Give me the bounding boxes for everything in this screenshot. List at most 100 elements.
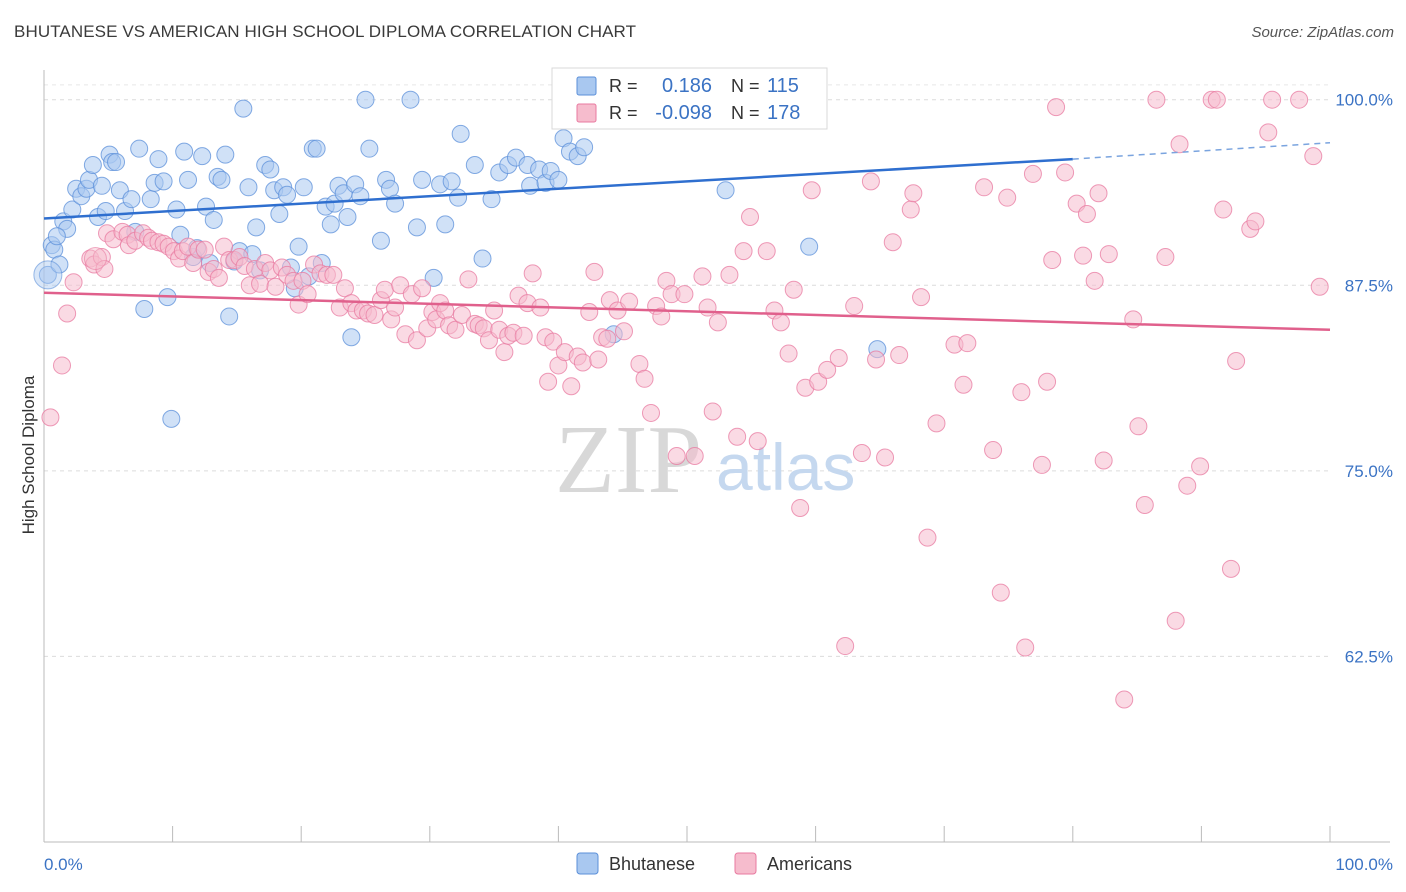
bhutanese-point-0 (38, 265, 57, 284)
americans-point-168 (1085, 271, 1104, 290)
x-tick-labels: 0.0% 100.0% (44, 855, 1393, 874)
bhutanese-point-100 (549, 170, 568, 189)
americans-point-1 (53, 356, 72, 375)
americans-point-50 (324, 265, 343, 284)
legend-label-0: Bhutanese (609, 854, 695, 874)
americans-point-139 (852, 444, 871, 463)
bhutanese-point-56 (278, 185, 297, 204)
bhutanese-point-41 (212, 170, 231, 189)
americans-point-179 (1170, 135, 1189, 154)
bhutanese-point-13 (92, 176, 111, 195)
bhutanese-point-80 (401, 90, 420, 109)
americans-point-73 (446, 320, 465, 339)
americans-point-98 (580, 302, 599, 321)
americans-point-164 (1056, 163, 1075, 182)
americans-point-143 (883, 233, 902, 252)
americans-point-188 (1246, 212, 1265, 231)
americans-point-91 (539, 372, 558, 391)
y-tick-label-1: 87.5% (1345, 276, 1393, 295)
bhutanese-point-36 (193, 147, 212, 166)
americans-point-111 (652, 307, 671, 326)
americans-point-121 (720, 265, 739, 284)
americans-point-3 (64, 273, 83, 292)
y-tick-label-3: 62.5% (1345, 647, 1393, 666)
bhutanese-point-large (33, 260, 63, 290)
americans-point-180 (1178, 476, 1197, 495)
bhutanese-point-3 (50, 255, 69, 274)
americans-point-40 (266, 277, 285, 296)
americans-point-140 (861, 172, 880, 191)
americans-point-144 (890, 346, 909, 365)
bhutanese-point-60 (294, 178, 313, 197)
americans-point-170 (1094, 451, 1113, 470)
trend-lines (43, 141, 1331, 332)
americans-point-92 (544, 332, 563, 351)
americans-point-131 (791, 498, 810, 517)
stats-r-value-0: 0.186 (662, 75, 712, 97)
americans-point-159 (1023, 164, 1042, 183)
americans-point-large (83, 247, 107, 271)
bhutanese-point-47 (239, 178, 258, 197)
americans-point-141 (867, 350, 886, 369)
stats-n-label-1: N = (731, 103, 760, 123)
americans-point-167 (1077, 205, 1096, 224)
americans-point-123 (734, 242, 753, 261)
americans-point-115 (675, 285, 694, 304)
y-tick-label-0: 100.0% (1335, 91, 1393, 110)
americans-point-114 (667, 447, 686, 465)
americans-point-117 (693, 267, 712, 286)
stats-legend: R = 0.186 N = 115 R = -0.098 N = 178 (551, 67, 828, 130)
stats-r-label-1: R = (609, 103, 638, 123)
americans-point-166 (1074, 246, 1093, 265)
bhutanese-point-82 (413, 170, 432, 189)
americans-point-171 (1099, 245, 1118, 264)
bhutanese-point-76 (371, 231, 390, 250)
americans-point-162 (1043, 251, 1062, 270)
americans-point-178 (1166, 611, 1185, 630)
bhutanese-point-71 (342, 328, 361, 347)
x-tick-label-1: 100.0% (1335, 855, 1393, 874)
bhutanese-trend-extension (1072, 141, 1331, 160)
stats-n-value-1: 178 (767, 102, 800, 124)
americans-point-189 (1259, 123, 1278, 142)
bhutanese-point-104 (575, 138, 594, 157)
stats-swatch-1 (576, 103, 597, 123)
americans-point-86 (514, 326, 533, 345)
americans-point-169 (1089, 184, 1108, 203)
bhutanese-point-90 (473, 249, 492, 268)
americans-point-46 (298, 285, 317, 304)
chart-title: BHUTANESE VS AMERICAN HIGH SCHOOL DIPLOM… (14, 22, 637, 41)
americans-point-116 (685, 447, 704, 465)
americans-point-75 (459, 270, 478, 289)
bhutanese-point-39 (204, 210, 223, 229)
americans-point-146 (904, 184, 923, 203)
bhutanese-point-54 (270, 205, 289, 224)
americans-point-163 (1047, 98, 1066, 117)
americans-point-193 (1310, 277, 1329, 296)
americans-point-119 (703, 402, 722, 421)
americans-point-95 (562, 377, 581, 396)
bhutanese-point-52 (261, 160, 280, 179)
bhutanese-point-46 (234, 99, 253, 118)
americans-point-122 (728, 427, 747, 446)
stats-r-label-0: R = (609, 76, 638, 96)
americans-point-118 (698, 298, 717, 317)
americans-point-138 (845, 297, 864, 316)
americans-point-181 (1191, 457, 1210, 476)
bhutanese-point-85 (436, 215, 455, 234)
stats-n-value-0: 115 (767, 75, 799, 97)
americans-point-136 (829, 349, 848, 368)
americans-point-160 (1032, 455, 1051, 474)
americans-point-105 (614, 322, 633, 341)
americans-point-52 (335, 279, 354, 298)
americans-point-183 (1207, 90, 1226, 109)
americans-point-128 (771, 313, 790, 332)
americans-point-148 (918, 528, 937, 547)
legend-swatch-1 (734, 852, 757, 875)
americans-point-154 (984, 441, 1003, 460)
americans-point-184 (1214, 200, 1233, 219)
y-axis-label: High School Diploma (19, 375, 38, 534)
bhutanese-point-91 (482, 190, 501, 209)
americans-point-125 (748, 432, 767, 451)
